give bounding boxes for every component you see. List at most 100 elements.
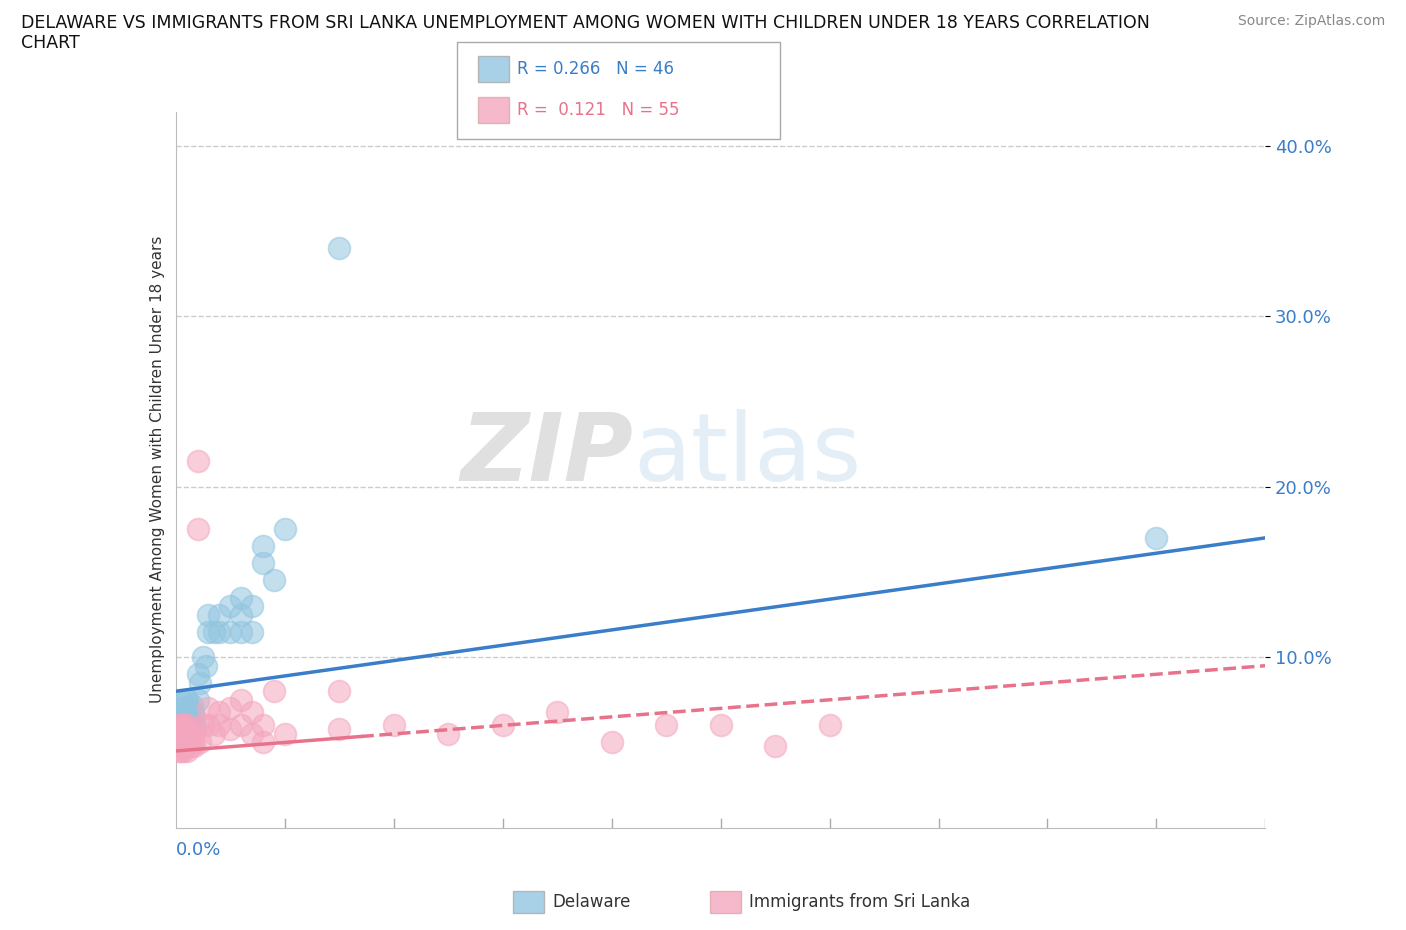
Text: CHART: CHART (21, 34, 80, 52)
Point (177, 722, 200, 737)
Point (172, 701, 194, 716)
Point (169, 738, 191, 753)
Point (252, 735, 274, 750)
Point (167, 735, 190, 750)
Point (197, 718, 219, 733)
Text: atlas: atlas (633, 409, 862, 501)
Point (174, 710, 197, 724)
Text: R = 0.266   N = 46: R = 0.266 N = 46 (517, 60, 675, 78)
Point (181, 726, 204, 741)
Text: Delaware: Delaware (553, 893, 631, 911)
Point (172, 738, 194, 753)
Point (655, 718, 678, 733)
Point (173, 726, 195, 741)
Point (184, 718, 207, 733)
Point (191, 718, 214, 733)
Point (170, 744, 193, 759)
Point (208, 624, 231, 639)
Point (219, 722, 242, 737)
Point (240, 624, 263, 639)
Point (600, 735, 623, 750)
Point (169, 718, 191, 733)
Point (231, 607, 253, 622)
Text: DELAWARE VS IMMIGRANTS FROM SRI LANKA UNEMPLOYMENT AMONG WOMEN WITH CHILDREN UND: DELAWARE VS IMMIGRANTS FROM SRI LANKA UN… (21, 14, 1150, 32)
Point (197, 607, 219, 622)
Point (263, 684, 285, 698)
Point (186, 454, 209, 469)
Point (328, 684, 350, 698)
Text: Source: ZipAtlas.com: Source: ZipAtlas.com (1237, 14, 1385, 28)
Point (191, 650, 214, 665)
Point (183, 738, 205, 753)
Point (818, 718, 841, 733)
Point (219, 701, 242, 716)
Point (240, 599, 263, 614)
Point (170, 718, 193, 733)
Point (492, 718, 515, 733)
Point (176, 718, 198, 733)
Point (188, 735, 211, 750)
Point (328, 722, 350, 737)
Point (188, 675, 211, 690)
Point (176, 714, 198, 729)
Point (263, 573, 285, 588)
Text: Immigrants from Sri Lanka: Immigrants from Sri Lanka (749, 893, 970, 911)
Point (197, 624, 219, 639)
Point (181, 704, 204, 719)
Point (186, 667, 209, 682)
Point (197, 701, 219, 716)
Point (252, 718, 274, 733)
Point (274, 726, 297, 741)
Point (180, 718, 202, 733)
Point (202, 726, 225, 741)
Point (167, 726, 190, 741)
Point (169, 722, 191, 737)
Point (167, 744, 190, 759)
Point (202, 624, 225, 639)
Point (180, 738, 202, 753)
Point (219, 599, 242, 614)
Point (174, 692, 197, 708)
Point (231, 718, 253, 733)
Point (172, 718, 194, 733)
Point (208, 607, 231, 622)
Point (710, 718, 733, 733)
Point (184, 722, 207, 737)
Point (172, 704, 194, 719)
Point (177, 735, 200, 750)
Point (172, 744, 194, 759)
Text: 0.0%: 0.0% (176, 841, 221, 858)
Point (231, 692, 253, 708)
Point (240, 704, 263, 719)
Point (179, 710, 201, 724)
Point (176, 744, 198, 759)
Point (208, 718, 231, 733)
Point (274, 522, 297, 537)
Point (172, 714, 194, 729)
Point (1144, 530, 1167, 545)
Point (208, 704, 231, 719)
Point (181, 698, 204, 712)
Point (186, 522, 209, 537)
Point (176, 704, 198, 719)
Point (174, 738, 197, 753)
Text: ZIP: ZIP (461, 409, 633, 501)
Point (186, 692, 209, 708)
Point (172, 722, 194, 737)
Point (183, 710, 205, 724)
Y-axis label: Unemployment Among Women with Children Under 18 years: Unemployment Among Women with Children U… (149, 236, 165, 703)
Point (328, 241, 350, 256)
Point (219, 624, 242, 639)
Point (546, 704, 568, 719)
Point (173, 718, 195, 733)
Point (231, 624, 253, 639)
Point (231, 591, 253, 605)
Point (172, 722, 194, 737)
Point (174, 722, 197, 737)
Point (173, 735, 195, 750)
Point (195, 658, 218, 673)
Point (382, 718, 405, 733)
Text: R =  0.121   N = 55: R = 0.121 N = 55 (517, 100, 681, 119)
Point (181, 735, 204, 750)
Point (240, 726, 263, 741)
